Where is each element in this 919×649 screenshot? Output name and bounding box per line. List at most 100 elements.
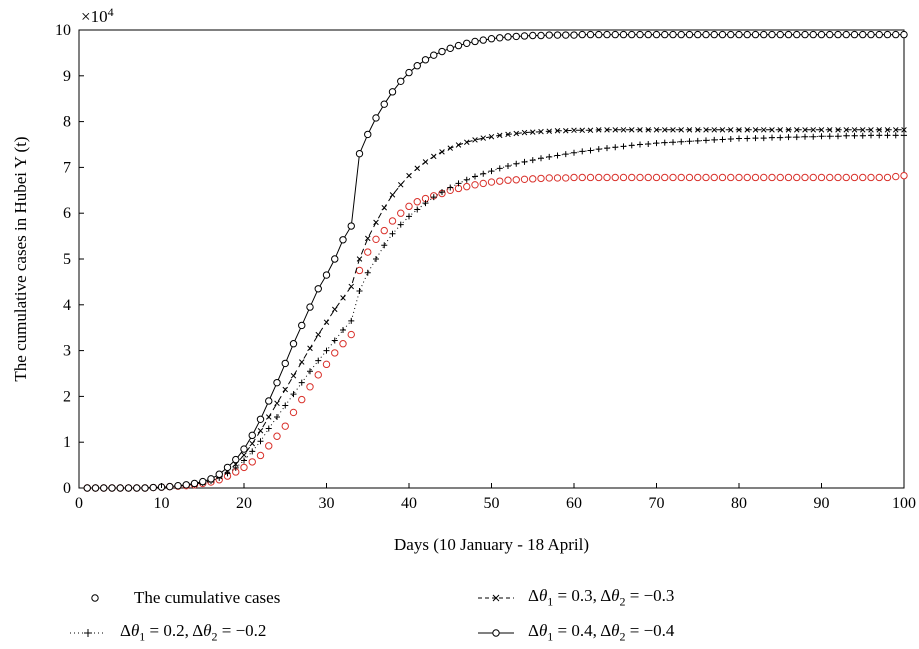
observed-marker — [586, 173, 595, 182]
circle-marker — [322, 271, 331, 279]
plus-marker — [323, 347, 330, 354]
legend-label-s02: Δθ1 = 0.2, Δθ2 = −0.2 — [120, 621, 267, 644]
observed-marker — [372, 235, 380, 244]
observed-marker — [413, 198, 421, 206]
circle-marker — [892, 30, 900, 39]
plus-marker — [463, 176, 470, 183]
observed-marker — [248, 458, 256, 466]
legend-circle-solid-icon — [478, 629, 514, 637]
plus-marker — [868, 132, 874, 139]
circle-marker — [91, 484, 100, 492]
axes-layer: 0 10 20 30 40 50 60 70 80 90 100 0 1 2 3 4 5 6 7 8 9 10 — [55, 22, 916, 512]
plus-marker — [645, 141, 652, 148]
circle-marker — [900, 30, 908, 39]
circle-marker — [710, 30, 718, 39]
circle-marker — [314, 285, 322, 293]
x-marker — [389, 192, 396, 198]
plus-marker — [430, 194, 437, 201]
x-tick-label: 60 — [566, 495, 582, 512]
circle-marker — [553, 31, 562, 39]
x-marker — [472, 137, 478, 143]
observed-marker — [842, 173, 850, 182]
circle-marker — [413, 62, 421, 70]
x-marker — [265, 414, 272, 420]
x-marker — [406, 172, 412, 179]
plus-marker — [298, 379, 305, 386]
plus-marker — [884, 132, 891, 139]
x-marker — [826, 127, 833, 133]
x-tick-label: 20 — [236, 495, 252, 512]
circle-marker — [339, 236, 347, 244]
series-line — [87, 34, 904, 489]
x-marker — [694, 127, 701, 133]
circle-marker — [256, 415, 265, 423]
observed-marker — [529, 175, 537, 183]
circle-marker — [83, 484, 91, 492]
x-marker — [538, 128, 544, 135]
plus-marker — [818, 133, 825, 140]
plus-marker — [414, 206, 421, 213]
plus-marker — [257, 438, 264, 445]
x-marker — [645, 127, 652, 133]
observed-marker — [306, 383, 314, 391]
plus-marker — [397, 221, 404, 228]
plus-marker — [637, 141, 643, 148]
x-marker — [777, 127, 784, 133]
x-marker — [727, 127, 734, 133]
observed-marker — [809, 173, 817, 182]
circle-marker — [867, 30, 875, 39]
circle-marker — [388, 88, 397, 96]
plus-marker — [769, 134, 775, 141]
x-marker — [859, 127, 866, 133]
x-marker — [818, 127, 825, 133]
circle-marker — [273, 378, 281, 387]
x-marker — [901, 127, 907, 133]
circle-marker — [405, 68, 413, 77]
plus-marker — [521, 158, 528, 165]
circle-marker — [182, 481, 190, 489]
legend-item-s03: Δθ1 = 0.3, Δθ2 = −0.3 — [478, 586, 674, 610]
legend-item-observed: The cumulative cases — [84, 586, 280, 610]
plus-marker — [686, 138, 693, 145]
y-multiplier-label: ×104 — [81, 5, 114, 26]
series-layer — [83, 30, 908, 492]
circle-marker — [685, 30, 694, 39]
observed-marker — [743, 173, 751, 182]
circle-marker — [372, 114, 380, 122]
x-marker — [315, 331, 322, 338]
plus-marker — [628, 142, 635, 149]
y-tick-label: 1 — [63, 434, 71, 451]
x-tick-label: 80 — [731, 495, 747, 512]
x-marker — [529, 129, 536, 135]
observed-marker — [256, 451, 265, 460]
x-marker — [381, 204, 388, 211]
plus-marker — [290, 391, 297, 398]
x-marker — [703, 127, 709, 133]
x-marker — [505, 131, 511, 138]
observed-marker — [892, 172, 900, 181]
x-marker — [670, 127, 676, 133]
observed-marker — [339, 340, 347, 348]
observed-marker — [727, 173, 735, 182]
circle-marker — [347, 222, 355, 230]
circle-marker — [817, 30, 826, 39]
circle-marker — [718, 30, 727, 39]
observed-marker — [520, 175, 529, 184]
x-tick-label: 40 — [401, 495, 417, 512]
circle-marker — [380, 100, 388, 108]
x-marker — [736, 127, 742, 133]
plus-marker — [546, 153, 553, 160]
circle-marker — [842, 30, 850, 39]
circle-marker — [801, 30, 809, 39]
legend-x-dashed-icon — [478, 594, 514, 602]
circle-marker — [793, 30, 801, 39]
x-marker — [331, 306, 338, 313]
observed-marker — [380, 226, 388, 235]
circle-marker — [124, 484, 133, 492]
x-marker — [653, 127, 660, 133]
x-marker — [290, 373, 297, 379]
observed-marker — [694, 173, 702, 182]
plus-marker — [703, 137, 709, 144]
observed-marker — [702, 173, 710, 182]
